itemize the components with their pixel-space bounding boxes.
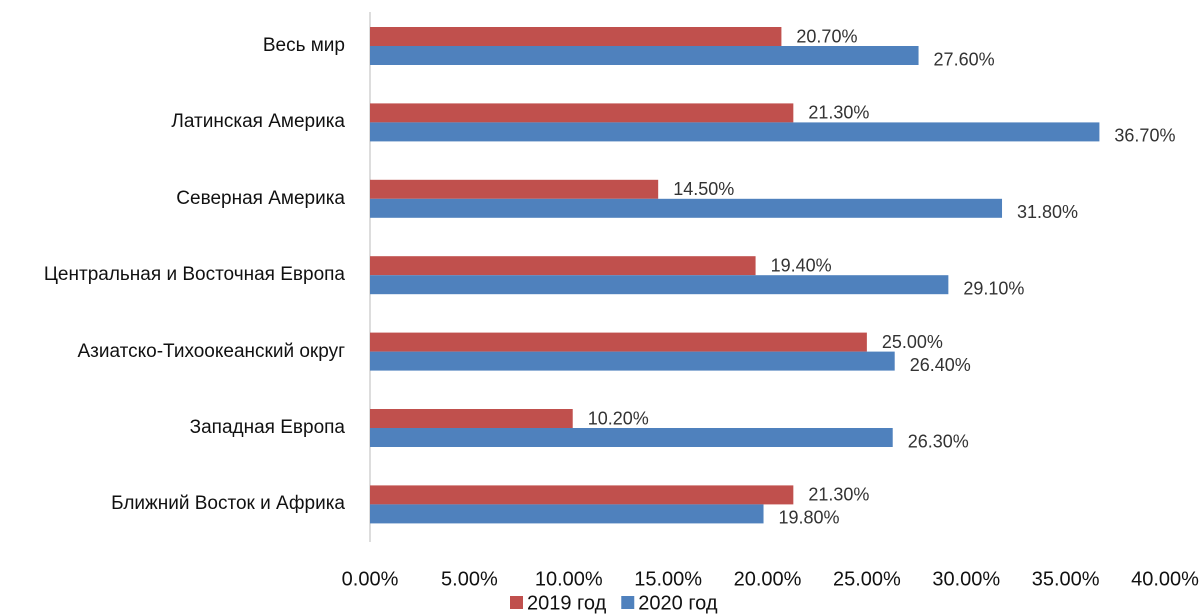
data-label: 21.30% xyxy=(808,485,869,505)
data-label: 29.10% xyxy=(963,278,1024,298)
x-tick-label: 35.00% xyxy=(1032,568,1100,590)
data-label: 25.00% xyxy=(882,332,943,352)
data-label: 27.60% xyxy=(934,49,995,69)
data-label: 19.80% xyxy=(779,508,840,528)
data-label: 14.50% xyxy=(673,179,734,199)
bar xyxy=(370,122,1100,142)
bar xyxy=(370,409,573,428)
data-label: 20.70% xyxy=(796,26,857,46)
data-label: 31.80% xyxy=(1017,202,1078,222)
bar xyxy=(370,332,867,352)
x-tick-label: 0.00% xyxy=(342,568,399,590)
bar xyxy=(370,504,764,524)
legend-label: 2020 год xyxy=(638,592,718,614)
category-label: Азиатско-Тихоокеанский округ xyxy=(77,340,346,362)
bar xyxy=(370,179,659,199)
legend-swatch xyxy=(510,596,523,609)
legend-swatch xyxy=(621,596,635,609)
x-tick-label: 25.00% xyxy=(833,568,901,590)
category-label: Северная Америка xyxy=(176,187,345,209)
x-tick-label: 20.00% xyxy=(734,568,802,590)
category-label: Весь мир xyxy=(262,35,345,56)
data-label: 26.40% xyxy=(910,355,971,375)
category-label: Центральная и Восточная Европа xyxy=(43,264,345,286)
data-label: 36.70% xyxy=(1114,126,1175,146)
x-tick-label: 10.00% xyxy=(535,568,603,590)
x-tick-label: 5.00% xyxy=(441,568,498,590)
category-label: Латинская Америка xyxy=(171,111,345,133)
data-label: 19.40% xyxy=(771,255,832,275)
bar xyxy=(370,256,756,276)
bar xyxy=(370,46,919,65)
category-label: Западная Европа xyxy=(189,417,345,438)
data-label: 26.30% xyxy=(908,431,969,451)
bar xyxy=(370,485,794,505)
data-label: 10.20% xyxy=(588,408,649,428)
data-label: 21.30% xyxy=(808,103,869,123)
bar xyxy=(370,351,895,371)
bar xyxy=(370,428,893,447)
category-label: Ближний Восток и Африка xyxy=(111,493,345,515)
legend-label: 2019 год xyxy=(527,592,607,614)
bar xyxy=(370,198,1003,218)
x-tick-label: 15.00% xyxy=(634,568,702,590)
bar xyxy=(370,103,794,123)
bar xyxy=(370,27,782,46)
x-tick-label: 40.00% xyxy=(1131,568,1199,590)
x-tick-label: 30.00% xyxy=(932,568,1000,590)
bar xyxy=(370,275,949,295)
